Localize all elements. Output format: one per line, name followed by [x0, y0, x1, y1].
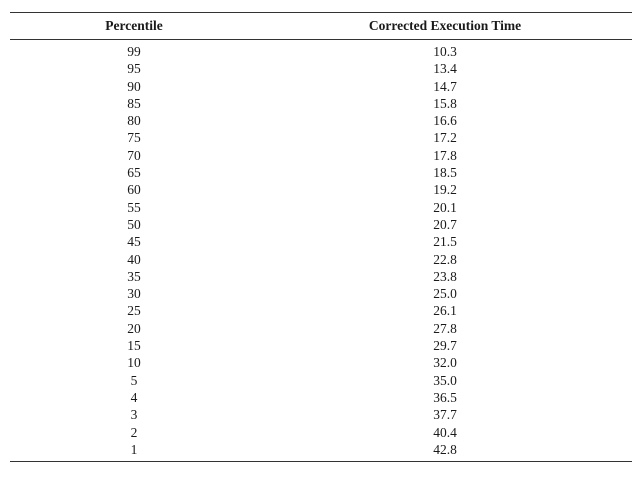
table-row: 55 20.1 [10, 199, 632, 216]
table-row: 60 19.2 [10, 181, 632, 198]
cell-percentile: 95 [127, 61, 141, 77]
table-row: 25 26.1 [10, 302, 632, 319]
cell-percentile: 70 [127, 147, 141, 163]
table-row: 95 13.4 [10, 60, 632, 77]
table-row: 10 32.0 [10, 354, 632, 371]
cell-percentile: 99 [127, 44, 141, 59]
cell-execution-time: 17.2 [433, 130, 457, 146]
cell-execution-time: 40.4 [433, 424, 457, 440]
table-row: 65 18.5 [10, 164, 632, 181]
cell-execution-time: 14.7 [433, 78, 457, 94]
percentile-table: Percentile Corrected Execution Time 99 10… [10, 12, 632, 461]
table-row: 50 20.7 [10, 216, 632, 233]
table-row: 20 27.8 [10, 320, 632, 337]
table-row: 3 37.7 [10, 406, 632, 423]
cell-percentile: 2 [130, 424, 138, 440]
cell-execution-time: 42.8 [433, 441, 457, 457]
cell-execution-time: 27.8 [433, 320, 457, 336]
cell-execution-time: 21.5 [433, 234, 457, 250]
table-bottom-rule [10, 461, 632, 463]
cell-execution-time: 35.0 [433, 372, 457, 388]
cell-percentile: 90 [127, 78, 141, 94]
cell-percentile: 75 [127, 130, 141, 146]
table-row: 75 17.2 [10, 129, 632, 146]
table-row: 90 14.7 [10, 78, 632, 95]
table-row: 35 23.8 [10, 268, 632, 285]
cell-execution-time: 13.4 [433, 61, 457, 77]
cell-percentile: 65 [127, 165, 141, 181]
table-header: Percentile Corrected Execution Time [10, 12, 632, 40]
table-row: 70 17.8 [10, 147, 632, 164]
table-row: 45 21.5 [10, 233, 632, 250]
table-body: 99 10.3 95 13.4 90 14.7 85 15.8 80 16.6 75 17.2 70 17… [10, 40, 632, 462]
table-row: 5 35.0 [10, 372, 632, 389]
cell-percentile: 40 [127, 251, 141, 267]
cell-execution-time: 26.1 [433, 303, 457, 319]
cell-execution-time: 32.0 [433, 355, 457, 371]
header-row: Percentile Corrected Execution Time [10, 12, 632, 40]
table-row: 2 40.4 [10, 424, 632, 441]
cell-execution-time: 18.5 [433, 165, 457, 181]
cell-execution-time: 16.6 [433, 113, 457, 129]
table-row: 99 10.3 [10, 40, 632, 61]
cell-execution-time: 25.0 [433, 286, 457, 302]
cell-percentile: 1 [130, 441, 138, 457]
cell-execution-time: 15.8 [433, 95, 457, 111]
table-row: 15 29.7 [10, 337, 632, 354]
table-row: 85 15.8 [10, 95, 632, 112]
cell-execution-time: 10.3 [433, 44, 457, 59]
percentile-table-container: Percentile Corrected Execution Time 99 10… [10, 12, 632, 463]
cell-percentile: 4 [130, 389, 138, 405]
cell-percentile: 20 [127, 320, 141, 336]
cell-percentile: 5 [130, 372, 138, 388]
cell-percentile: 30 [127, 286, 141, 302]
cell-execution-time: 37.7 [433, 407, 457, 423]
cell-percentile: 35 [127, 268, 141, 284]
header-corrected-execution-time: Corrected Execution Time [258, 12, 632, 40]
table-row: 1 42.8 [10, 441, 632, 461]
cell-percentile: 60 [127, 182, 141, 198]
cell-execution-time: 17.8 [433, 147, 457, 163]
cell-execution-time: 29.7 [433, 338, 457, 354]
cell-percentile: 25 [127, 303, 141, 319]
cell-percentile: 50 [127, 216, 141, 232]
header-percentile: Percentile [10, 12, 258, 40]
cell-percentile: 80 [127, 113, 141, 129]
cell-execution-time: 20.7 [433, 216, 457, 232]
table-row: 40 22.8 [10, 251, 632, 268]
table-row: 80 16.6 [10, 112, 632, 129]
table-row: 4 36.5 [10, 389, 632, 406]
cell-percentile: 15 [127, 338, 141, 354]
cell-execution-time: 20.1 [433, 199, 457, 215]
cell-percentile: 45 [127, 234, 141, 250]
cell-percentile: 3 [130, 407, 138, 423]
cell-execution-time: 23.8 [433, 268, 457, 284]
table-row: 30 25.0 [10, 285, 632, 302]
cell-percentile: 85 [127, 95, 141, 111]
cell-percentile: 55 [127, 199, 141, 215]
cell-execution-time: 36.5 [433, 389, 457, 405]
cell-execution-time: 19.2 [433, 182, 457, 198]
cell-execution-time: 22.8 [433, 251, 457, 267]
cell-percentile: 10 [127, 355, 141, 371]
